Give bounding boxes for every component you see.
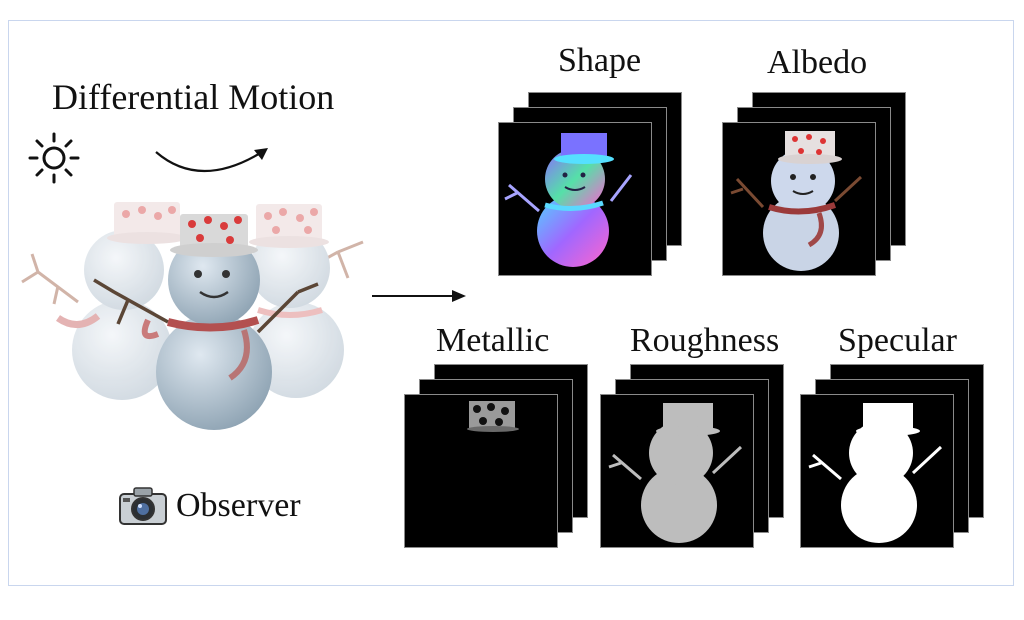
metallic-map [467,401,519,432]
label-albedo: Albedo [767,44,868,81]
label-roughness: Roughness [630,322,780,359]
specular-map [808,403,943,543]
albedo-card-front [722,122,876,276]
observer-label: Observer [118,486,301,526]
stack-roughness [600,364,788,554]
snowman-ghost-right [248,204,364,398]
title: Differential Motion [52,77,335,117]
camera-icon [119,487,167,525]
label-shape: Shape [558,42,642,79]
roughness-card-front [600,394,754,548]
snowmen-illustration [21,202,364,430]
output-arrow [372,290,466,302]
observer-text: Observer [176,487,301,524]
stack-specular [800,364,988,554]
stack-shape [498,92,686,282]
roughness-map [608,403,743,543]
stack-metallic [404,364,592,554]
stack-albedo [722,92,910,282]
snowman-main [93,214,319,430]
figure-frame [8,20,1014,586]
motion-arrow [155,148,268,173]
shape-normal-map [504,133,633,267]
albedo-map [730,131,863,271]
specular-card-front [800,394,954,548]
sun-icon [28,132,80,184]
label-metallic: Metallic [436,322,550,359]
label-specular: Specular [838,322,957,359]
shape-card-front [498,122,652,276]
metallic-card-front [404,394,558,548]
